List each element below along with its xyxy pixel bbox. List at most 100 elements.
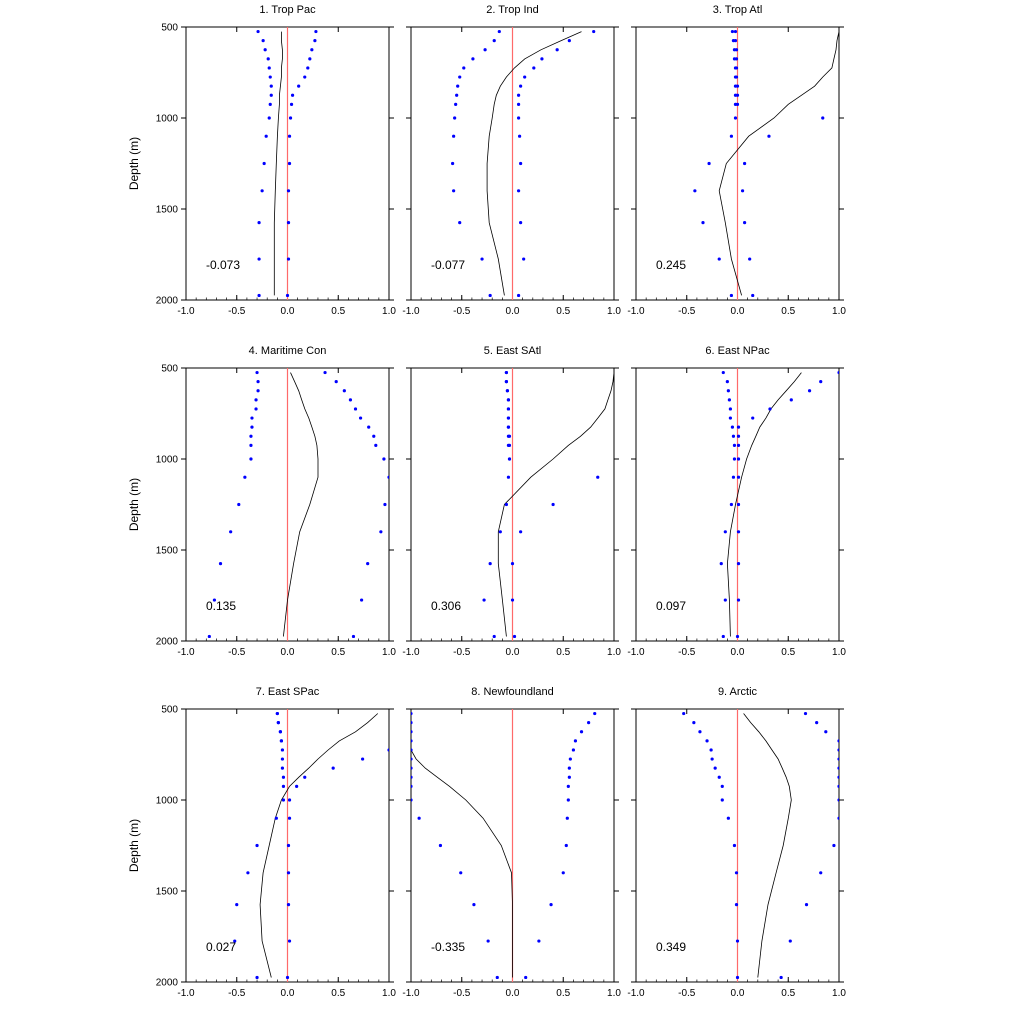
plot-area bbox=[482, 368, 614, 641]
x-tick-label: -0.5 bbox=[453, 988, 471, 999]
lower-bound-dot bbox=[730, 29, 735, 34]
lower-bound-dot bbox=[257, 293, 261, 298]
upper-bound-dot bbox=[837, 816, 839, 820]
upper-bound-dot bbox=[286, 843, 291, 848]
lower-bound-dot bbox=[720, 798, 724, 802]
upper-bound-dot bbox=[331, 766, 335, 770]
lower-bound-dot bbox=[488, 293, 492, 298]
plot-area bbox=[682, 709, 839, 982]
upper-bound-dot bbox=[824, 730, 828, 734]
lower-bound-dot bbox=[255, 370, 259, 375]
y-tick-label: 1000 bbox=[156, 796, 179, 807]
lower-bound-dot bbox=[458, 75, 462, 79]
lower-bound-dot bbox=[229, 530, 233, 534]
lower-bound-dot bbox=[721, 634, 725, 639]
x-tick-label: -0.5 bbox=[678, 306, 696, 317]
lower-bound-dot bbox=[498, 530, 502, 534]
lower-bound-dot bbox=[731, 434, 736, 438]
x-tick-label: 0.0 bbox=[731, 988, 745, 999]
lower-bound-dot bbox=[274, 816, 278, 820]
x-tick-label: -0.5 bbox=[678, 988, 696, 999]
upper-bound-dot bbox=[733, 29, 738, 34]
lower-bound-dot bbox=[280, 757, 285, 761]
lower-bound-dot bbox=[723, 530, 727, 534]
upper-bound-dot bbox=[815, 721, 819, 725]
panel-4: -1.0 -0.5 0.0 0.5 1.0 500 1000 1500 2000 4. Marit… bbox=[127, 345, 396, 658]
x-tick-label: -0.5 bbox=[228, 988, 246, 999]
x-tick-label: 0.0 bbox=[281, 647, 295, 658]
x-tick-label: -1.0 bbox=[627, 988, 645, 999]
upper-bound-dot bbox=[736, 434, 741, 438]
upper-bound-dot bbox=[837, 766, 839, 770]
upper-bound-dot bbox=[561, 871, 565, 875]
lower-bound-dot bbox=[243, 475, 247, 479]
upper-bound-dot bbox=[567, 766, 571, 770]
upper-bound-dot bbox=[382, 457, 386, 461]
upper-bound-dot bbox=[342, 389, 346, 393]
lower-bound-dot bbox=[249, 434, 253, 438]
lower-bound-dot bbox=[280, 748, 285, 752]
upper-bound-dot bbox=[819, 871, 823, 875]
lower-bound-dot bbox=[682, 711, 686, 716]
upper-bound-dot bbox=[506, 443, 511, 447]
y-tick-label: 500 bbox=[161, 705, 178, 716]
x-tick-label: 0.0 bbox=[506, 306, 520, 317]
upper-bound-dot bbox=[519, 84, 523, 88]
upper-bound-dot bbox=[735, 634, 740, 639]
upper-bound-dot bbox=[596, 475, 600, 479]
x-tick-label: 1.0 bbox=[607, 306, 621, 317]
x-tick-label: -0.5 bbox=[453, 647, 471, 658]
upper-bound-dot bbox=[367, 425, 371, 429]
upper-bound-dot bbox=[751, 293, 755, 298]
panel-title: 3. Trop Atl bbox=[713, 4, 763, 16]
lower-bound-dot bbox=[701, 221, 705, 225]
upper-bound-dot bbox=[287, 134, 292, 138]
upper-bound-dot bbox=[366, 562, 370, 566]
lower-bound-dot bbox=[454, 102, 458, 106]
upper-bound-dot bbox=[290, 93, 295, 97]
upper-bound-dot bbox=[286, 871, 291, 875]
panel-5: -1.0 -0.5 0.0 0.5 1.0 5. East SAtl 0.306 bbox=[402, 345, 621, 658]
upper-bound-dot bbox=[537, 939, 541, 943]
lower-bound-dot bbox=[411, 784, 413, 788]
x-tick-label: 0.5 bbox=[556, 647, 570, 658]
x-tick-label: 0.0 bbox=[281, 988, 295, 999]
upper-bound-dot bbox=[516, 293, 521, 298]
lower-bound-dot bbox=[458, 221, 462, 225]
plot-area bbox=[693, 27, 839, 300]
upper-bound-dot bbox=[334, 380, 338, 384]
upper-bound-dot bbox=[736, 530, 741, 534]
lower-bound-dot bbox=[268, 75, 272, 79]
y-tick-label: 1000 bbox=[156, 114, 179, 125]
upper-bound-dot bbox=[523, 75, 527, 79]
lower-bound-dot bbox=[453, 116, 457, 120]
upper-bound-dot bbox=[372, 434, 376, 438]
lower-bound-dot bbox=[719, 562, 723, 566]
lower-bound-dot bbox=[459, 871, 463, 875]
plot-area bbox=[451, 27, 596, 300]
upper-bound-dot bbox=[287, 161, 292, 166]
panel-7: -1.0 -0.5 0.0 0.5 1.0 500 1000 1500 2000 7. East … bbox=[127, 686, 396, 999]
upper-bound-dot bbox=[837, 784, 839, 788]
lower-bound-dot bbox=[255, 975, 259, 980]
lower-bound-dot bbox=[281, 798, 286, 802]
y-axis-label: Depth (m) bbox=[127, 478, 141, 531]
upper-bound-dot bbox=[286, 189, 291, 193]
upper-bound-dot bbox=[506, 398, 511, 402]
upper-bound-dot bbox=[308, 57, 312, 61]
upper-bound-dot bbox=[821, 116, 825, 120]
upper-bound-dot bbox=[837, 798, 839, 802]
upper-bound-dot bbox=[736, 425, 741, 429]
x-tick-label: 0.0 bbox=[281, 306, 295, 317]
upper-bound-dot bbox=[275, 711, 279, 716]
upper-bound-dot bbox=[736, 598, 741, 602]
upper-bound-dot bbox=[524, 975, 528, 980]
lower-bound-dot bbox=[506, 475, 511, 479]
panel-9: -1.0 -0.5 0.0 0.5 1.0 9. Arctic 0.349 bbox=[627, 686, 846, 999]
value-label: -0.335 bbox=[431, 940, 465, 954]
x-tick-label: 0.0 bbox=[731, 306, 745, 317]
lower-bound-dot bbox=[726, 389, 730, 393]
lower-bound-dot bbox=[246, 871, 250, 875]
profile-line bbox=[283, 372, 319, 637]
lower-bound-dot bbox=[269, 84, 273, 88]
